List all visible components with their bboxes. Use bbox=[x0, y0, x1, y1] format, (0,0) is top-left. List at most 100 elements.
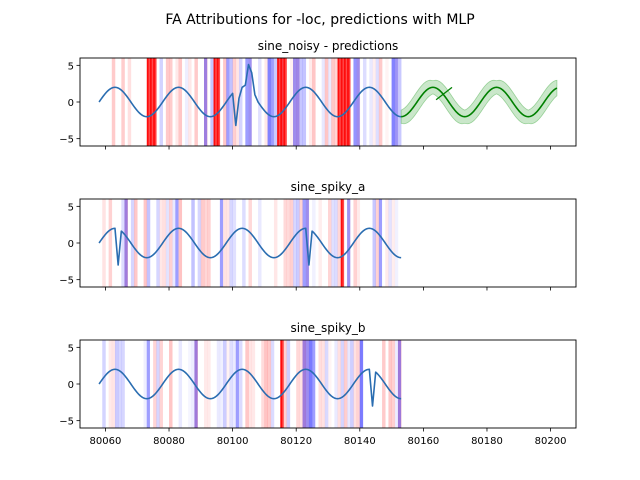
attribution-band bbox=[308, 58, 313, 146]
attribution-band bbox=[121, 58, 125, 146]
x-tick-label: 80060 bbox=[90, 436, 122, 447]
attribution-band bbox=[258, 58, 262, 146]
attribution-band-positive bbox=[149, 58, 152, 146]
attribution-band bbox=[204, 199, 208, 287]
attribution-band bbox=[178, 58, 183, 146]
attribution-band bbox=[223, 58, 227, 146]
attribution-band bbox=[350, 340, 354, 428]
attribution-band-negative bbox=[391, 58, 398, 146]
attribution-band-positive bbox=[342, 199, 345, 287]
attribution-band bbox=[331, 58, 335, 146]
attribution-band bbox=[359, 340, 364, 428]
attribution-band bbox=[165, 199, 170, 287]
attribution-band bbox=[261, 340, 265, 428]
attribution-band bbox=[283, 199, 287, 287]
x-tick-label: 80160 bbox=[407, 436, 439, 447]
attribution-band bbox=[191, 199, 195, 287]
attribution-band bbox=[264, 58, 268, 146]
attribution-band-positive bbox=[218, 58, 221, 146]
attribution-band bbox=[328, 340, 332, 428]
attribution-band-positive bbox=[337, 58, 340, 146]
attribution-band-negative bbox=[235, 340, 239, 428]
attribution-band bbox=[130, 199, 135, 287]
attribution-band bbox=[159, 58, 163, 146]
attribution-band bbox=[172, 199, 176, 287]
attribution-band-negative bbox=[293, 58, 300, 146]
attribution-band bbox=[356, 340, 361, 428]
attribution-band bbox=[188, 58, 192, 146]
attribution-band bbox=[207, 340, 211, 428]
attribution-band bbox=[169, 340, 173, 428]
attribution-band bbox=[143, 340, 148, 428]
attribution-band bbox=[226, 340, 230, 428]
attribution-band bbox=[289, 58, 294, 146]
attribution-band bbox=[328, 58, 332, 146]
attribution-band bbox=[283, 340, 287, 428]
attribution-band-negative bbox=[397, 340, 402, 428]
attribution-band-positive bbox=[213, 58, 216, 146]
attribution-band bbox=[238, 58, 243, 146]
attribution-band bbox=[143, 199, 148, 287]
x-tick-label: 80180 bbox=[471, 436, 503, 447]
attribution-band bbox=[194, 58, 198, 146]
attribution-band-positive bbox=[280, 340, 283, 428]
attribution-band-positive bbox=[283, 58, 286, 146]
attribution-band-negative bbox=[302, 199, 309, 287]
attribution-band-negative bbox=[347, 199, 351, 287]
attribution-band bbox=[337, 340, 342, 428]
attribution-band bbox=[169, 58, 173, 146]
attribution-band bbox=[169, 199, 173, 287]
signal-line bbox=[98, 227, 402, 266]
attribution-band bbox=[331, 199, 335, 287]
attribution-band bbox=[286, 199, 291, 287]
attribution-band bbox=[188, 340, 192, 428]
attribution-band bbox=[226, 199, 230, 287]
attribution-band bbox=[388, 340, 392, 428]
x-tick-label: 80140 bbox=[344, 436, 376, 447]
attribution-band bbox=[394, 58, 399, 146]
attribution-faint-bands bbox=[111, 58, 402, 146]
attribution-band bbox=[267, 340, 272, 428]
attribution-band bbox=[273, 199, 278, 287]
attribution-band-positive bbox=[345, 58, 348, 146]
y-tick-label: −5 bbox=[59, 135, 74, 146]
attribution-band bbox=[264, 340, 268, 428]
attribution-band-positive bbox=[343, 58, 346, 146]
attribution-band bbox=[369, 58, 373, 146]
subplot-title: sine_noisy - predictions bbox=[258, 39, 399, 53]
attribution-band bbox=[375, 199, 380, 287]
attribution-band bbox=[184, 58, 189, 146]
attribution-band bbox=[299, 199, 303, 287]
attribution-band bbox=[219, 340, 224, 428]
attribution-band-positive bbox=[340, 58, 343, 146]
attribution-band bbox=[248, 58, 252, 146]
attribution-band bbox=[385, 58, 389, 146]
attribution-band bbox=[251, 340, 256, 428]
attribution-band bbox=[337, 199, 342, 287]
attribution-band-positive bbox=[347, 58, 349, 146]
attribution-band bbox=[340, 340, 345, 428]
signal-line bbox=[98, 368, 402, 407]
attribution-band-positive bbox=[281, 340, 284, 428]
attribution-band-positive bbox=[151, 58, 154, 146]
attribution-band bbox=[308, 340, 313, 428]
attribution-band bbox=[229, 58, 233, 146]
attribution-band bbox=[372, 58, 376, 146]
attribution-band bbox=[223, 340, 227, 428]
attribution-band bbox=[293, 199, 297, 287]
attribution-band bbox=[302, 340, 307, 428]
y-tick-label: −5 bbox=[59, 417, 74, 428]
attribution-band bbox=[248, 199, 252, 287]
attribution-band-negative bbox=[219, 199, 224, 287]
attribution-band bbox=[102, 340, 106, 428]
x-tick-label: 80120 bbox=[280, 436, 312, 447]
attribution-band-positive bbox=[342, 58, 345, 146]
attribution-band bbox=[378, 58, 383, 146]
attribution-band bbox=[324, 340, 329, 428]
subplot-2: sine_spiky_a −5 0 5 bbox=[59, 180, 577, 291]
attribution-band bbox=[324, 58, 329, 146]
attribution-band bbox=[127, 58, 132, 146]
attribution-band bbox=[207, 199, 211, 287]
attribution-band-negative bbox=[245, 58, 252, 146]
attribution-band bbox=[165, 58, 170, 146]
